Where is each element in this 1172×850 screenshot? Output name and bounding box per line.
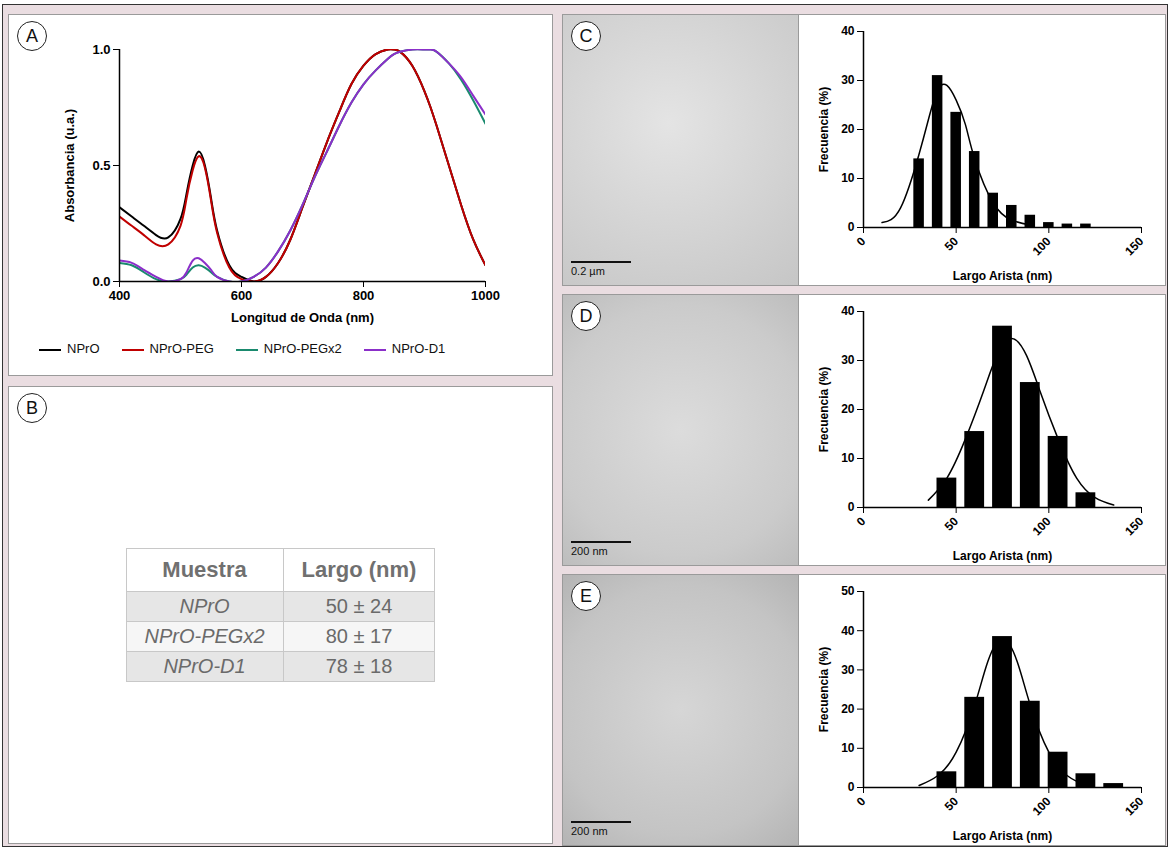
svg-text:0.5: 0.5: [92, 158, 110, 173]
svg-text:Frecuencia (%): Frecuencia (%): [817, 367, 831, 452]
svg-text:40: 40: [841, 624, 855, 638]
html-text:80 ± 17: 80 ± 17: [325, 625, 393, 647]
svg-text:800: 800: [353, 288, 375, 303]
svg-text:0: 0: [848, 220, 855, 234]
svg-text:600: 600: [231, 288, 253, 303]
svg-text:Largo Arista (nm): Largo Arista (nm): [953, 549, 1053, 563]
html-text:0.2 µm: 0.2 µm: [571, 265, 605, 277]
svg-text:Absorbancia (u.a.): Absorbancia (u.a.): [62, 109, 77, 222]
svg-text:Frecuencia (%): Frecuencia (%): [817, 87, 831, 172]
html-text:200 nm: 200 nm: [571, 825, 608, 837]
html-text:NPrO-PEGx2: NPrO-PEGx2: [263, 341, 342, 356]
svg-text:20: 20: [841, 702, 855, 716]
html-text:200 nm: 200 nm: [571, 545, 608, 557]
svg-text:0: 0: [854, 514, 869, 529]
svg-text:Largo Arista (nm): Largo Arista (nm): [953, 829, 1053, 843]
html-text:NPrO-PEG: NPrO-PEG: [149, 341, 214, 356]
html-text:NPrO: NPrO: [179, 595, 230, 617]
svg-text:Longitud de Onda (nm): Longitud de Onda (nm): [231, 310, 374, 325]
html-text:D: D: [579, 306, 593, 326]
svg-text:100: 100: [1030, 514, 1054, 538]
html-text:50 ± 24: 50 ± 24: [325, 595, 393, 617]
svg-text:150: 150: [1122, 514, 1146, 538]
html-text:Largo (nm): Largo (nm): [301, 557, 417, 582]
svg-text:Largo Arista (nm): Largo Arista (nm): [953, 269, 1053, 283]
svg-text:10: 10: [841, 171, 855, 185]
html-text:NPrO-D1: NPrO-D1: [163, 655, 246, 677]
html-text:E: E: [580, 586, 592, 606]
svg-text:40: 40: [841, 304, 855, 318]
svg-text:0: 0: [854, 234, 869, 249]
html-text:NPrO: NPrO: [67, 341, 100, 356]
html-text:B: B: [26, 398, 38, 418]
html-text:Muestra: Muestra: [162, 557, 247, 582]
html-text:C: C: [579, 26, 593, 46]
svg-text:10: 10: [841, 451, 855, 465]
svg-text:100: 100: [1030, 234, 1054, 258]
svg-text:50: 50: [942, 794, 962, 814]
svg-text:1000: 1000: [471, 288, 500, 303]
svg-text:150: 150: [1122, 794, 1146, 818]
svg-text:0: 0: [848, 780, 855, 794]
svg-text:100: 100: [1030, 794, 1054, 818]
svg-text:10: 10: [841, 741, 855, 755]
svg-text:30: 30: [841, 353, 855, 367]
svg-text:1.0: 1.0: [92, 42, 110, 57]
svg-text:50: 50: [841, 584, 855, 598]
html-text:A: A: [26, 26, 38, 46]
svg-text:40: 40: [841, 24, 855, 38]
svg-text:400: 400: [109, 288, 131, 303]
svg-text:30: 30: [841, 73, 855, 87]
html-text:78 ± 18: 78 ± 18: [325, 655, 393, 677]
html-text:NPrO-D1: NPrO-D1: [391, 341, 446, 356]
svg-text:50: 50: [942, 514, 962, 534]
svg-text:20: 20: [841, 402, 855, 416]
svg-text:0: 0: [848, 500, 855, 514]
svg-text:0: 0: [854, 794, 869, 809]
svg-text:150: 150: [1122, 234, 1146, 258]
svg-text:0.0: 0.0: [92, 274, 110, 289]
svg-text:20: 20: [841, 122, 855, 136]
svg-text:30: 30: [841, 663, 855, 677]
html-text:NPrO-PEGx2: NPrO-PEGx2: [144, 625, 265, 647]
svg-text:Frecuencia (%): Frecuencia (%): [817, 647, 831, 732]
svg-text:50: 50: [942, 234, 962, 254]
